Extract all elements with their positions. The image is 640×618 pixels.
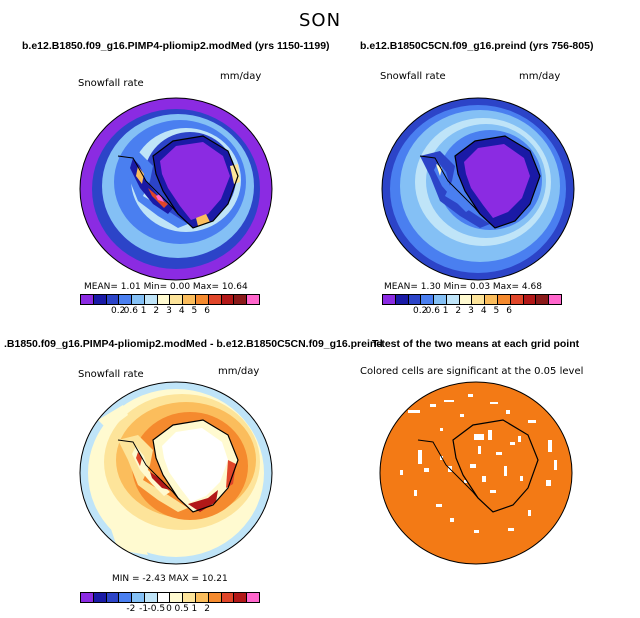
colorbar-tick-label: 2 [204, 604, 211, 614]
colorbar-tick-label: 6 [506, 306, 513, 316]
colorbar-swatch [408, 295, 422, 304]
colorbar-swatch [234, 295, 248, 304]
colorbar-tick-label: 0.5 [174, 604, 189, 614]
panel-1-colorbar [80, 294, 260, 305]
colorbar-tick-label: 3 [166, 306, 172, 316]
colorbar-swatch [485, 295, 499, 304]
colorbar-swatch [208, 295, 222, 304]
colorbar-tick-label: -0.5 [147, 604, 166, 614]
colorbar-swatch [383, 295, 396, 304]
colorbar-swatch [510, 295, 524, 304]
colorbar-swatch [157, 295, 171, 304]
colorbar-swatch [523, 295, 537, 304]
colorbar-swatch [221, 295, 235, 304]
panel-2-units: mm/day [519, 71, 561, 82]
colorbar-swatch [106, 593, 120, 602]
colorbar-swatch [81, 295, 94, 304]
panel-1-units: mm/day [220, 71, 262, 82]
colorbar-tick-label: 3 [468, 306, 474, 316]
colorbar-swatch [459, 295, 473, 304]
colorbar-swatch [170, 593, 184, 602]
colorbar-tick-label: 4 [178, 306, 185, 316]
colorbar-swatch [144, 295, 158, 304]
colorbar-swatch [93, 593, 107, 602]
panel-2-variable: Snowfall rate [380, 71, 446, 82]
colorbar-swatch [144, 593, 158, 602]
colorbar-tick-label: 0 [166, 604, 172, 614]
panel-1-stats: MEAN= 1.01 Min= 0.00 Max= 10.64 [84, 282, 248, 292]
panel-3-title: .B1850.f09_g16.PIMP4-pliomip2.modMed - b… [4, 338, 383, 350]
colorbar-tick-label: 5 [191, 306, 198, 316]
colorbar-swatch [119, 593, 133, 602]
colorbar-swatch [536, 295, 550, 304]
colorbar-swatch [196, 593, 209, 602]
colorbar-tick-label: 1 [140, 306, 147, 316]
colorbar-tick-label: 0.6 [425, 306, 441, 316]
colorbar-swatch [119, 295, 133, 304]
colorbar-swatch [157, 593, 171, 602]
panel-3-map [79, 381, 273, 565]
colorbar-swatch [498, 295, 511, 304]
colorbar-tick-label: 0.2 [412, 306, 428, 316]
panel-2-title: b.e12.B1850C5CN.f09_g16.preind (yrs 756-… [360, 40, 594, 52]
colorbar-tick-label: 4 [480, 306, 487, 316]
colorbar-swatch [446, 295, 460, 304]
colorbar-tick-label: 6 [204, 306, 211, 316]
panel-3-colorbar [80, 592, 260, 603]
panel-3-variable: Snowfall rate [78, 369, 144, 380]
colorbar-swatch [472, 295, 486, 304]
colorbar-swatch [196, 295, 209, 304]
colorbar-swatch [395, 295, 409, 304]
panel-3-stats: MIN = -2.43 MAX = 10.21 [112, 574, 228, 584]
panel-4-note: Colored cells are significant at the 0.0… [360, 366, 584, 377]
colorbar-swatch [234, 593, 248, 602]
colorbar-swatch [247, 295, 259, 304]
colorbar-tick-label: 1 [442, 306, 449, 316]
panel-1-colorbar-labels: 0.2 0.6 1 2 3 4 5 6 [80, 306, 258, 318]
colorbar-swatch [93, 295, 107, 304]
colorbar-tick-label: 1 [191, 604, 198, 614]
colorbar-tick-label: 2 [153, 306, 160, 316]
colorbar-swatch [132, 295, 145, 304]
colorbar-swatch [421, 295, 435, 304]
colorbar-tick-label: -1 [139, 604, 149, 614]
colorbar-swatch [183, 593, 197, 602]
panel-4-title: T-test of the two means at each grid poi… [372, 338, 580, 350]
panel-2-colorbar-labels: 0.2 0.6 1 2 3 4 5 6 [382, 306, 560, 318]
colorbar-tick-label: 2 [455, 306, 462, 316]
figure-title: SON [298, 10, 342, 31]
colorbar-tick-label: 0.6 [123, 306, 139, 316]
panel-3-colorbar-labels: -2 -1 -0.5 0 0.5 1 2 [80, 604, 258, 616]
panel-3-units: mm/day [218, 366, 260, 377]
panel-4-map [379, 381, 573, 565]
colorbar-tick-label: 5 [493, 306, 500, 316]
panel-2-colorbar [382, 294, 562, 305]
colorbar-swatch [183, 295, 197, 304]
colorbar-swatch [106, 295, 120, 304]
colorbar-tick-label: 0.2 [110, 306, 126, 316]
colorbar-swatch [81, 593, 94, 602]
colorbar-swatch [549, 295, 561, 304]
panel-1-variable: Snowfall rate [78, 78, 144, 89]
panel-1-title: b.e12.B1850.f09_g16.PIMP4-pliomip2.modMe… [22, 40, 330, 52]
colorbar-swatch [221, 593, 235, 602]
colorbar-swatch [132, 593, 145, 602]
colorbar-swatch [247, 593, 259, 602]
colorbar-tick-label: -2 [126, 604, 136, 614]
colorbar-swatch [434, 295, 447, 304]
colorbar-swatch [170, 295, 184, 304]
panel-2-map [381, 97, 575, 281]
panel-2-stats: MEAN= 1.30 Min= 0.03 Max= 4.68 [384, 282, 542, 292]
colorbar-swatch [208, 593, 222, 602]
panel-1-map [79, 97, 273, 281]
